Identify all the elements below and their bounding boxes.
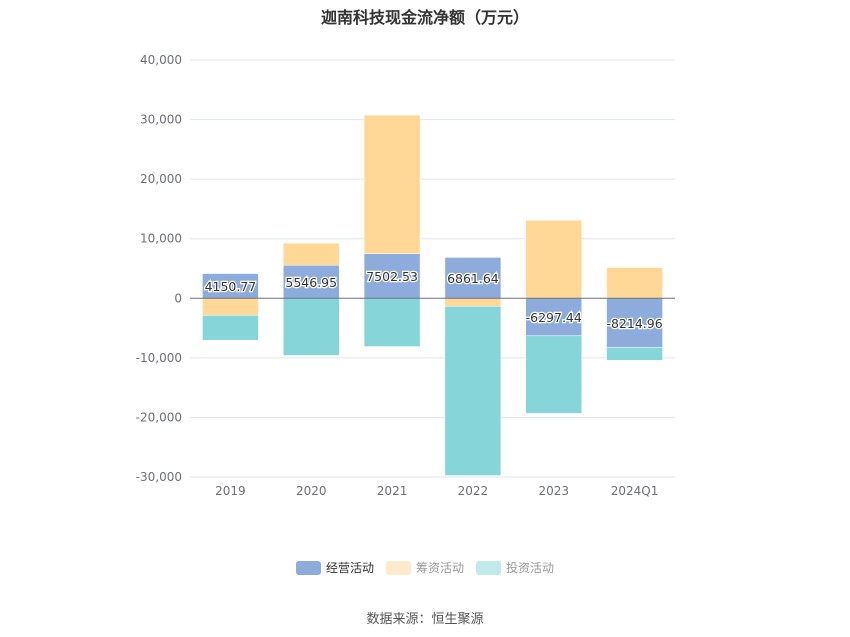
bar-segment xyxy=(283,242,340,266)
bar-segment xyxy=(606,267,663,299)
bar-segment xyxy=(444,306,502,476)
x-tick-label: 2024Q1 xyxy=(611,484,659,498)
x-tick-label: 2023 xyxy=(538,484,569,498)
legend-swatch xyxy=(385,560,411,575)
x-tick-label: 2021 xyxy=(377,484,408,498)
y-tick-label: 40,000 xyxy=(140,53,182,67)
y-tick-label: -30,000 xyxy=(136,470,182,484)
data-source: 数据来源：恒生聚源 xyxy=(366,612,484,627)
bar-segment xyxy=(283,298,340,356)
legend-label: 经营活动 xyxy=(325,561,374,575)
bar-segment xyxy=(283,264,340,299)
y-tick-label: -10,000 xyxy=(136,351,182,365)
y-tick-label: 30,000 xyxy=(140,113,182,127)
chart-title: 迦南科技现金流净额（万元） xyxy=(320,8,529,27)
legend-label: 筹资活动 xyxy=(415,561,464,575)
bar-segment xyxy=(202,273,259,299)
bar-segment xyxy=(363,114,421,254)
y-tick-label: 20,000 xyxy=(140,172,182,186)
bar-segment xyxy=(363,298,421,347)
legend: 经营活动 筹资活动 投资活动 xyxy=(0,559,850,576)
bar-segment xyxy=(606,346,663,361)
legend-item-operating[interactable]: 经营活动 xyxy=(295,559,374,576)
x-tick-label: 2019 xyxy=(215,484,246,498)
legend-item-financing[interactable]: 筹资活动 xyxy=(385,559,464,576)
y-tick-label: 10,000 xyxy=(140,232,182,246)
data-label: 4150.77 xyxy=(205,279,257,294)
data-label: 6861.64 xyxy=(447,271,499,286)
legend-label: 投资活动 xyxy=(506,561,555,575)
bar-segment xyxy=(525,335,582,414)
data-label: -8214.96 xyxy=(606,316,662,331)
bar-segment xyxy=(606,298,663,348)
bar-segment xyxy=(202,315,259,341)
data-label: -6297.44 xyxy=(526,310,582,325)
y-tick-label: 0 xyxy=(174,291,182,305)
y-tick-label: -20,000 xyxy=(136,410,182,424)
x-tick-label: 2020 xyxy=(296,484,327,498)
data-label: 5546.95 xyxy=(285,275,337,290)
x-tick-label: 2022 xyxy=(458,484,489,498)
legend-item-investing[interactable]: 投资活动 xyxy=(476,559,554,576)
bar-segment xyxy=(363,253,421,299)
bar-segment xyxy=(202,298,259,316)
legend-swatch xyxy=(476,560,501,575)
bar-segment xyxy=(444,257,502,299)
bar-segment xyxy=(525,219,582,299)
bar-segment xyxy=(444,298,502,307)
legend-swatch xyxy=(295,560,321,575)
data-label: 7502.53 xyxy=(366,269,418,284)
